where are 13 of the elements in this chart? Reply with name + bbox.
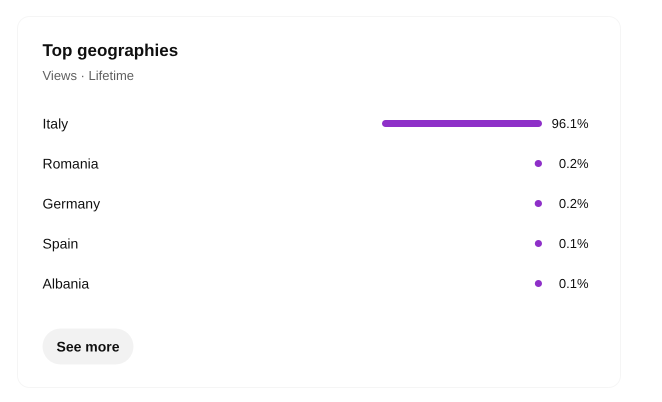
y-tick-label: Albania [42, 276, 90, 292]
data-label: 0.2% [558, 156, 589, 171]
text: Top geographies [42, 41, 178, 60]
y-tick-label: Germany [42, 196, 100, 212]
text: See more [56, 338, 120, 354]
y-tick-label: Spain [42, 236, 78, 252]
data-label: 0.1% [558, 276, 589, 291]
data-label: 0.2% [558, 196, 589, 211]
text: Views · Lifetime [42, 68, 134, 83]
data-label: 0.1% [558, 236, 589, 251]
data-label: 96.1% [552, 116, 589, 131]
y-tick-label: Italy [42, 116, 68, 132]
y-tick-label: Romania [42, 156, 99, 172]
